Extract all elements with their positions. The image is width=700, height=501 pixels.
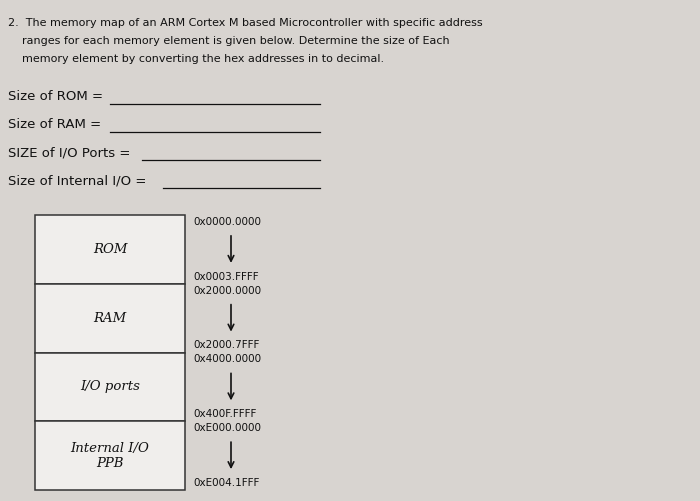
Text: 0x4000.0000: 0x4000.0000 bbox=[193, 355, 261, 365]
Text: 0x0003.FFFF: 0x0003.FFFF bbox=[193, 272, 258, 282]
Text: 0x0000.0000: 0x0000.0000 bbox=[193, 217, 261, 227]
Text: ranges for each memory element is given below. Determine the size of Each: ranges for each memory element is given … bbox=[8, 36, 449, 46]
Text: I/O ports: I/O ports bbox=[80, 380, 140, 393]
Bar bbox=[35, 215, 185, 284]
Text: 0x2000.0000: 0x2000.0000 bbox=[193, 286, 261, 296]
Text: memory element by converting the hex addresses in to decimal.: memory element by converting the hex add… bbox=[8, 54, 384, 64]
Text: ROM: ROM bbox=[92, 243, 127, 256]
Bar bbox=[35, 284, 185, 353]
Text: Size of Internal I/O =: Size of Internal I/O = bbox=[8, 174, 146, 187]
Text: 0x400F.FFFF: 0x400F.FFFF bbox=[193, 409, 256, 419]
Bar bbox=[35, 353, 185, 421]
Text: Size of ROM =: Size of ROM = bbox=[8, 90, 103, 103]
Text: 0xE004.1FFF: 0xE004.1FFF bbox=[193, 478, 260, 488]
Text: Size of RAM =: Size of RAM = bbox=[8, 118, 101, 131]
Text: Internal I/O
PPB: Internal I/O PPB bbox=[71, 441, 149, 469]
Text: RAM: RAM bbox=[93, 312, 127, 325]
Text: 0xE000.0000: 0xE000.0000 bbox=[193, 423, 261, 433]
Text: SIZE of I/O Ports =: SIZE of I/O Ports = bbox=[8, 146, 130, 159]
Bar bbox=[35, 421, 185, 490]
Text: 0x2000.7FFF: 0x2000.7FFF bbox=[193, 341, 260, 351]
Text: 2.  The memory map of an ARM Cortex M based Microcontroller with specific addres: 2. The memory map of an ARM Cortex M bas… bbox=[8, 18, 482, 28]
